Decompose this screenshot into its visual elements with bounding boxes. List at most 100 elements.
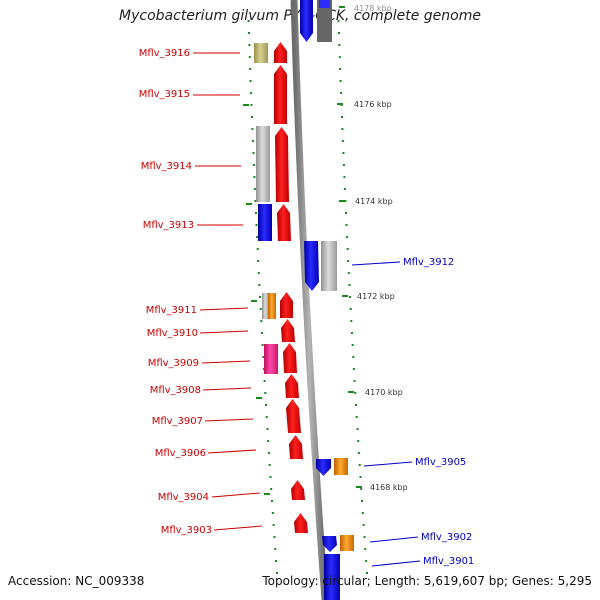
guide-dot <box>361 500 363 502</box>
gene-arrow[interactable] <box>277 204 291 241</box>
leader-line <box>363 461 413 467</box>
gene-box[interactable] <box>264 344 278 374</box>
gene-arrow[interactable] <box>294 513 308 533</box>
leader-line <box>369 536 419 543</box>
gene-arrow[interactable] <box>274 65 287 124</box>
guide-dot <box>249 80 252 82</box>
gene-label[interactable]: Mflv_3911 <box>146 305 197 316</box>
guide-dot <box>262 368 265 370</box>
guide-dot <box>349 308 352 310</box>
guide-dot <box>364 548 367 550</box>
guide-dot <box>357 452 360 454</box>
gene-box[interactable] <box>258 204 272 241</box>
guide-dot <box>261 344 264 346</box>
guide-dot <box>359 476 362 478</box>
gene-box[interactable] <box>317 0 332 42</box>
gene-label[interactable]: Mflv_3914 <box>141 161 192 172</box>
gene-arrow[interactable] <box>291 480 305 500</box>
guide-dot <box>252 164 255 166</box>
guide-dot <box>338 32 340 34</box>
gene-arrow[interactable] <box>275 127 289 202</box>
guide-dot <box>252 152 255 154</box>
guide-dot <box>366 572 368 574</box>
guide-dot <box>339 68 342 70</box>
gene-label[interactable]: Mflv_3902 <box>421 532 472 543</box>
guide-dot <box>255 212 257 214</box>
gene-arrow[interactable] <box>281 319 295 342</box>
gene-arrow[interactable] <box>300 0 313 42</box>
guide-dot <box>360 488 363 490</box>
guide-dot <box>361 512 364 514</box>
leader-line <box>204 418 254 422</box>
gene-arrow[interactable] <box>289 435 303 459</box>
leader-line <box>201 360 251 364</box>
gene-arrow[interactable] <box>286 399 301 433</box>
gene-label[interactable]: Mflv_3910 <box>147 328 198 339</box>
guide-dot <box>265 404 267 406</box>
guide-dot <box>254 200 257 202</box>
gene-box[interactable] <box>256 126 270 202</box>
guide-dot <box>263 380 266 382</box>
guide-dot <box>247 20 250 22</box>
guide-dot <box>354 392 357 394</box>
gene-label[interactable]: Mflv_3916 <box>139 48 190 59</box>
guide-dot <box>253 188 256 190</box>
guide-dot <box>260 320 263 322</box>
guide-dot <box>264 392 267 394</box>
gene-box[interactable] <box>254 43 268 63</box>
guide-dot <box>260 332 263 334</box>
gene-label[interactable]: Mflv_3904 <box>158 492 209 503</box>
gene-box[interactable] <box>262 293 269 319</box>
guide-dot <box>338 56 341 58</box>
gene-label[interactable]: Mflv_3901 <box>423 556 474 567</box>
guide-dot <box>341 116 343 118</box>
genome-summary-text: Topology: circular; Length: 5,619,607 bp… <box>262 574 592 588</box>
guide-dot <box>343 176 346 178</box>
gene-arrow[interactable] <box>283 343 297 373</box>
gene-arrow[interactable] <box>304 241 319 291</box>
kbp-label: 4168 kbp <box>370 483 408 492</box>
gene-arrow[interactable] <box>274 42 287 63</box>
gene-label[interactable]: Mflv_3905 <box>415 457 466 468</box>
gene-box[interactable] <box>340 535 354 551</box>
guide-dot <box>355 404 357 406</box>
guide-dot <box>350 320 353 322</box>
gene-label[interactable]: Mflv_3909 <box>148 358 199 369</box>
gene-arrow[interactable] <box>322 536 337 552</box>
genome-axis <box>290 0 329 600</box>
guide-dot <box>251 140 254 142</box>
gene-box[interactable] <box>268 293 276 319</box>
guide-dot <box>248 32 250 34</box>
gene-label[interactable]: Mflv_3915 <box>139 89 190 100</box>
gene-label[interactable]: Mflv_3913 <box>143 220 194 231</box>
guide-dot <box>257 272 260 274</box>
kbp-scale: 4178 kbp 4176 kbp 4174 kbp 4172 kbp 4170… <box>243 4 408 495</box>
gene-label[interactable]: Mflv_3906 <box>155 448 206 459</box>
leader-line <box>371 560 421 567</box>
gene-arrow[interactable] <box>316 459 331 476</box>
gene-box[interactable] <box>319 0 330 8</box>
gene-label[interactable]: Mflv_3907 <box>152 416 203 427</box>
genome-title: Mycobacterium gilvum PYR-GCK, complete g… <box>119 8 481 24</box>
gene-arrow[interactable] <box>285 374 299 398</box>
guide-dot <box>338 44 341 46</box>
guide-dot <box>272 524 275 526</box>
guide-dot <box>345 212 347 214</box>
gene-arrow[interactable] <box>280 292 293 318</box>
gene-label[interactable]: Mflv_3903 <box>161 525 212 536</box>
guide-dot <box>267 452 270 454</box>
accession-text: Accession: NC_009338 <box>8 574 145 588</box>
guide-dot <box>339 80 342 82</box>
guide-dot <box>345 224 348 226</box>
gene-box[interactable] <box>321 241 337 291</box>
gene-label[interactable]: Mflv_3912 <box>403 257 454 268</box>
guide-dot <box>353 380 356 382</box>
guide-dot <box>346 248 349 250</box>
gene-box[interactable] <box>334 458 348 475</box>
kbp-label: 4170 kbp <box>365 388 403 397</box>
gene-label[interactable]: Mflv_3908 <box>150 385 201 396</box>
kbp-label: 4178 kbp <box>354 4 392 13</box>
gene-box[interactable] <box>324 554 340 600</box>
guide-dot <box>271 500 273 502</box>
guide-dot <box>349 296 351 298</box>
